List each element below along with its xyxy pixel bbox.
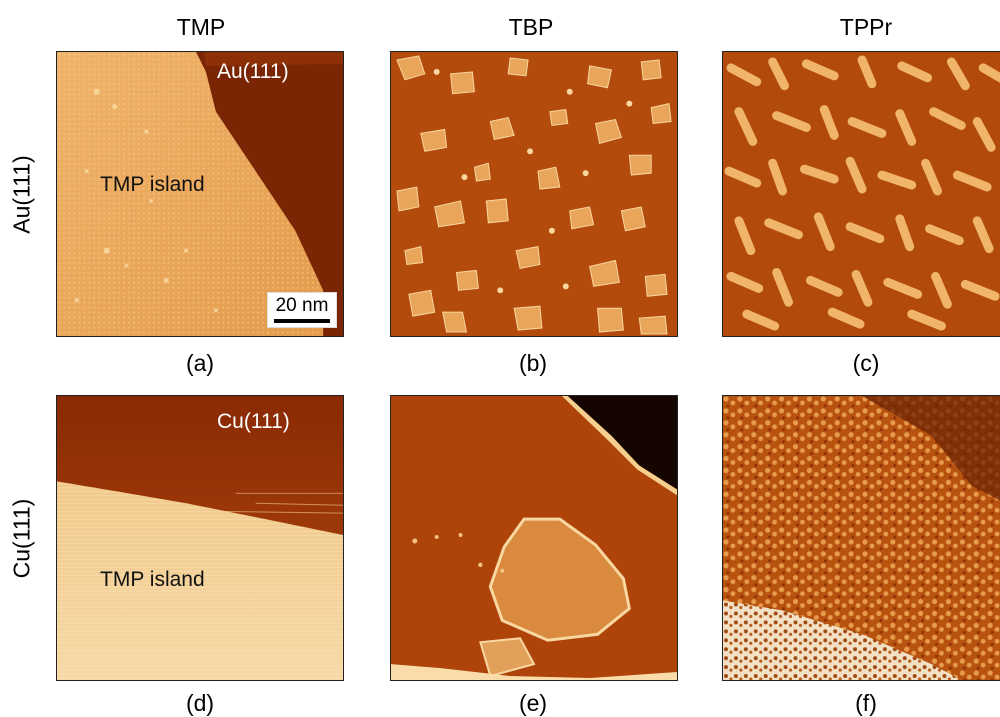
- column-title-tmp: TMP: [176, 14, 226, 40]
- substrate-label-cu111: Cu(111): [217, 410, 290, 433]
- stm-image-d-graphic: [57, 396, 343, 680]
- caption-b: (b): [518, 350, 548, 376]
- substrate-label-au111: Au(111): [217, 60, 289, 83]
- stm-image-f-graphic: [723, 396, 1000, 680]
- row-label-cu111: Cu(111): [8, 498, 35, 579]
- caption-d: (d): [185, 690, 215, 716]
- stm-image-b: [390, 51, 678, 337]
- island-label-tmp-cu: TMP island: [100, 568, 205, 591]
- caption-a: (a): [185, 350, 215, 376]
- tbp-island: [488, 517, 631, 642]
- stm-image-a: Au(111) TMP island 20 nm: [56, 51, 344, 337]
- row-label-au111: Au(111): [8, 155, 35, 234]
- stm-image-d: Cu(111) TMP island: [56, 395, 344, 681]
- column-title-tppr: TPPr: [839, 14, 893, 40]
- island-label-tmp: TMP island: [100, 173, 205, 196]
- scale-bar: 20 nm: [267, 292, 337, 328]
- au111-substrate-region: [196, 52, 343, 336]
- column-title-tbp: TBP: [508, 14, 554, 40]
- caption-c: (c): [852, 350, 880, 376]
- stm-image-e: [390, 395, 678, 681]
- caption-e: (e): [518, 690, 548, 716]
- stm-image-c: [722, 51, 1000, 337]
- scale-bar-line: [274, 319, 330, 323]
- stm-image-f: [722, 395, 1000, 681]
- stm-image-c-graphic: [723, 52, 1000, 336]
- caption-f: (f): [855, 690, 877, 716]
- stm-image-a-graphic: [57, 52, 343, 336]
- scale-bar-label: 20 nm: [275, 295, 329, 316]
- stm-image-b-graphic: [391, 52, 677, 336]
- stm-image-e-graphic: [391, 396, 677, 680]
